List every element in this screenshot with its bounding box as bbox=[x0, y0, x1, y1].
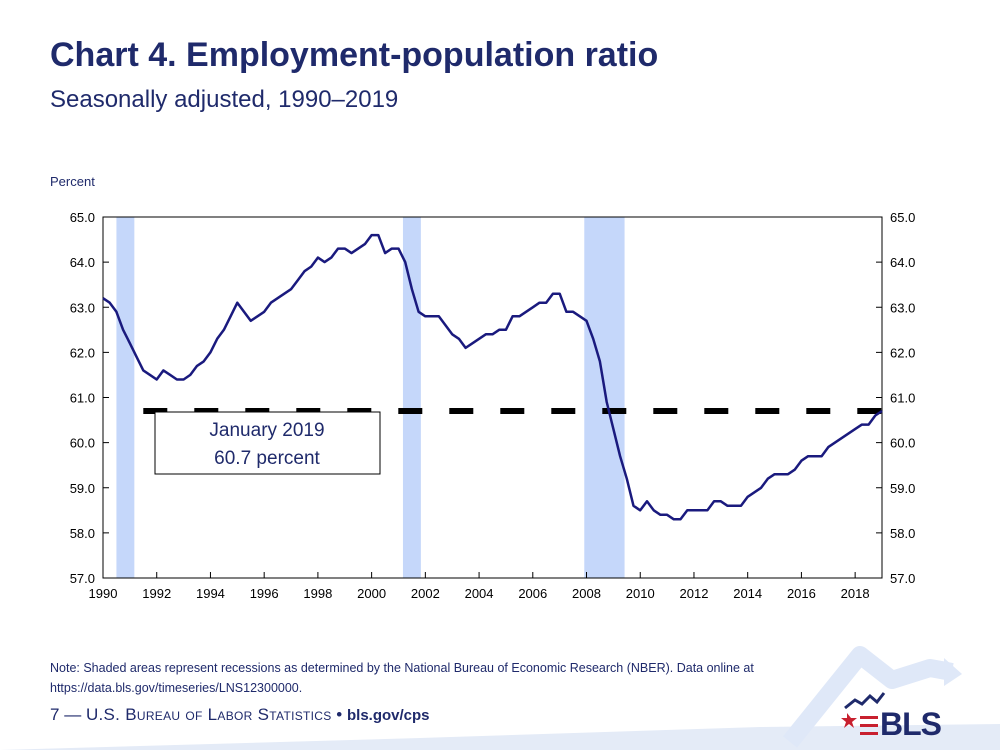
logo-star-icon bbox=[841, 713, 857, 728]
logo-stripe bbox=[860, 716, 878, 719]
footer-dash: — bbox=[64, 705, 82, 724]
x-tick-label: 2004 bbox=[465, 586, 494, 601]
logo-text: BLS bbox=[880, 706, 942, 742]
y-tick-label-right: 62.0 bbox=[890, 345, 915, 360]
chart-note: Note: Shaded areas represent recessions … bbox=[50, 661, 754, 695]
y-tick-label-right: 60.0 bbox=[890, 436, 915, 451]
arrow-graphic bbox=[782, 646, 954, 748]
y-tick-label-right: 63.0 bbox=[890, 300, 915, 315]
footer: 7 — U.S. Bureau of Labor Statistics • bl… bbox=[50, 705, 430, 725]
y-tick-label-left: 57.0 bbox=[70, 571, 95, 586]
y-tick-label-left: 62.0 bbox=[70, 345, 95, 360]
y-tick-label-left: 61.0 bbox=[70, 391, 95, 406]
x-tick-label: 2006 bbox=[518, 586, 547, 601]
annotation-box bbox=[154, 411, 381, 475]
x-tick-label: 2012 bbox=[680, 586, 709, 601]
y-tick-label-left: 58.0 bbox=[70, 526, 95, 541]
y-tick-label-right: 64.0 bbox=[890, 255, 915, 270]
y-tick-label-left: 60.0 bbox=[70, 436, 95, 451]
annotation-line-2: 60.7 percent bbox=[214, 448, 320, 469]
arrow-head bbox=[944, 658, 962, 686]
x-tick-label: 1996 bbox=[250, 586, 279, 601]
y-tick-label-left: 63.0 bbox=[70, 300, 95, 315]
page-number: 7 bbox=[50, 705, 60, 724]
y-tick-label-left: 65.0 bbox=[70, 210, 95, 225]
y-tick-label-right: 61.0 bbox=[890, 391, 915, 406]
x-tick-label: 2008 bbox=[572, 586, 601, 601]
x-tick-label: 1992 bbox=[142, 586, 171, 601]
recession-shade bbox=[116, 217, 135, 578]
y-tick-label-left: 64.0 bbox=[70, 255, 95, 270]
swoosh-band bbox=[0, 724, 1000, 750]
logo-line-icon bbox=[844, 692, 886, 710]
y-tick-label-right: 65.0 bbox=[890, 210, 915, 225]
y-tick-label-right: 59.0 bbox=[890, 481, 915, 496]
y-axis-label: Percent bbox=[50, 174, 95, 189]
x-tick-label: 2014 bbox=[733, 586, 762, 601]
x-tick-label: 1998 bbox=[303, 586, 332, 601]
y-tick-label-left: 59.0 bbox=[70, 481, 95, 496]
logo-stripe bbox=[860, 732, 878, 735]
x-tick-label: 2018 bbox=[841, 586, 870, 601]
annotation-line-1: January 2019 bbox=[209, 420, 324, 441]
x-tick-label: 2000 bbox=[357, 586, 386, 601]
page-subtitle: Seasonally adjusted, 1990–2019 bbox=[50, 86, 399, 113]
x-tick-label: 1994 bbox=[196, 586, 225, 601]
page-title: Chart 4. Employment-population ratio bbox=[50, 36, 659, 74]
recession-shade bbox=[584, 217, 625, 578]
series-line bbox=[102, 233, 883, 521]
employment-population-chart: 57.0 57.0 58.0 58.0 59.0 59.0 60.0 60.0 61.0 61.0… bbox=[70, 210, 916, 601]
y-tick-label-right: 57.0 bbox=[890, 571, 915, 586]
agency-name: U.S. Bureau of Labor Statistics bbox=[85, 705, 332, 724]
logo-stripe bbox=[860, 724, 878, 727]
x-tick-label: 2010 bbox=[626, 586, 655, 601]
footer-url[interactable]: bls.gov/cps bbox=[346, 707, 430, 724]
annotation-callout: January 2019 60.7 percent bbox=[154, 411, 381, 475]
y-tick-label-right: 58.0 bbox=[890, 526, 915, 541]
x-tick-label: 2002 bbox=[411, 586, 440, 601]
footer-bullet: • bbox=[336, 705, 343, 724]
x-tick-label: 2016 bbox=[787, 586, 816, 601]
x-tick-label: 1990 bbox=[89, 586, 118, 601]
